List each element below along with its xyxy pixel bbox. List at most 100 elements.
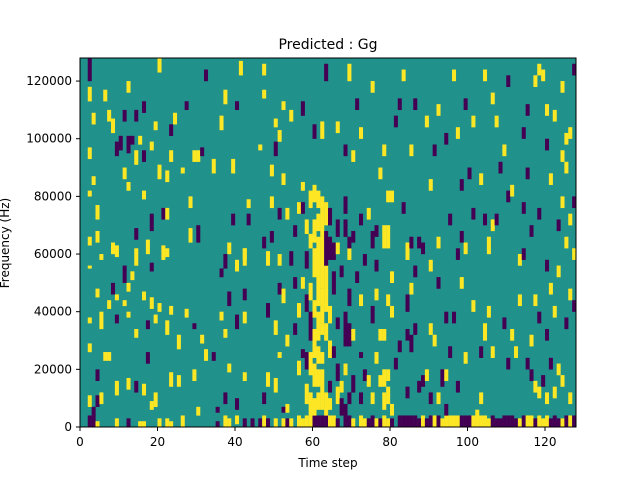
heatmap-cell [521,248,526,260]
heatmap-cell [370,81,375,93]
heatmap-cell [347,236,352,249]
heatmap-cell [564,132,569,145]
heatmap-cell [320,196,325,237]
heatmap-cell [401,415,406,428]
heatmap-cell [180,167,185,174]
heatmap-cell [157,303,162,312]
y-tick-label: 80000 [34,189,72,203]
heatmap-cell [374,352,379,364]
heatmap-cell [444,311,449,324]
heatmap-cell [413,98,418,111]
heatmap-cell [235,259,240,272]
heatmap-cell [409,144,414,157]
heatmap-cell [517,418,522,428]
heatmap-cell [378,418,383,428]
heatmap-cell [362,369,367,382]
heatmap-cell [428,323,433,335]
x-tick-label: 120 [534,435,557,449]
heatmap-cell [424,418,429,428]
heatmap-cell [568,213,573,226]
heatmap-cell [134,150,139,165]
heatmap-cell [273,118,278,128]
heatmap-cell [300,202,305,214]
heatmap-cell [304,294,309,312]
heatmap-cell [126,311,131,318]
heatmap-cell [514,346,519,358]
heatmap-cell [343,363,348,376]
heatmap-cell [483,69,488,82]
heatmap-cell [262,392,267,405]
heatmap-cell [99,254,104,260]
heatmap-cell [246,213,251,226]
heatmap-cell [413,415,418,428]
heatmap-cell [335,386,340,405]
heatmap-cell [235,314,240,330]
heatmap-cell [390,271,395,284]
heatmap-cell [145,239,150,255]
heatmap-cell [227,363,232,373]
heatmap-cell [149,141,154,151]
heatmap-cell [514,418,519,428]
heatmap-cell [428,179,433,191]
heatmap-cell [455,380,460,393]
heatmap-cell [545,138,550,151]
heatmap-cell [223,328,228,338]
heatmap-cell [421,375,426,387]
heatmap-cell [525,357,530,370]
heatmap-cell [320,415,325,428]
heatmap-cell [545,328,550,341]
heatmap-cell [235,398,240,410]
heatmap-cell [548,173,553,185]
heatmap-cell [223,415,228,428]
heatmap-cell [149,262,154,272]
heatmap-cell [153,392,158,407]
heatmap-cell [413,265,418,278]
heatmap-cell [417,236,422,249]
heatmap-cell [277,254,282,266]
heatmap-cell [320,369,325,410]
heatmap-cell [134,380,139,393]
heatmap-cell [235,415,240,425]
heatmap-cell [390,305,395,318]
heatmap-cell [316,282,321,307]
heatmap-cell [382,369,387,387]
heatmap-cell [196,225,201,243]
heatmap-cell [444,415,449,428]
heatmap-cell [405,415,410,428]
heatmap-cell [517,294,522,307]
heatmap-cell [339,398,344,416]
heatmap-cell [374,259,379,272]
heatmap-cell [114,314,119,324]
heatmap-cell [436,415,441,428]
heatmap-cell [122,109,127,122]
heatmap-cell [552,415,557,428]
heatmap-cell [545,392,550,405]
heatmap-cell [111,282,116,295]
heatmap-cell [424,115,429,128]
heatmap-cell [312,248,317,278]
heatmap-cell [370,415,375,428]
heatmap-cell [145,352,150,364]
heatmap-cell [494,115,499,128]
heatmap-cell [126,282,131,292]
heatmap-cell [382,328,387,341]
heatmap-cell [200,147,205,157]
heatmap-cell [378,167,383,180]
heatmap-cell [533,380,538,393]
heatmap-cell [161,207,166,220]
heatmap-cell [188,228,193,243]
heatmap-cell [359,352,364,358]
heatmap-cell [114,294,119,301]
heatmap-cell [370,392,375,405]
heatmap-cell [328,398,333,410]
heatmap-cell [401,202,406,214]
heatmap-cell [289,418,294,428]
heatmap-cell [568,288,573,301]
heatmap-cell [87,236,92,246]
heatmap-cell [300,418,305,428]
heatmap-cell [165,320,170,335]
heatmap-cell [459,277,464,289]
heatmap-cell [169,150,174,162]
heatmap-cell [510,415,515,428]
heatmap-cell [281,101,286,111]
